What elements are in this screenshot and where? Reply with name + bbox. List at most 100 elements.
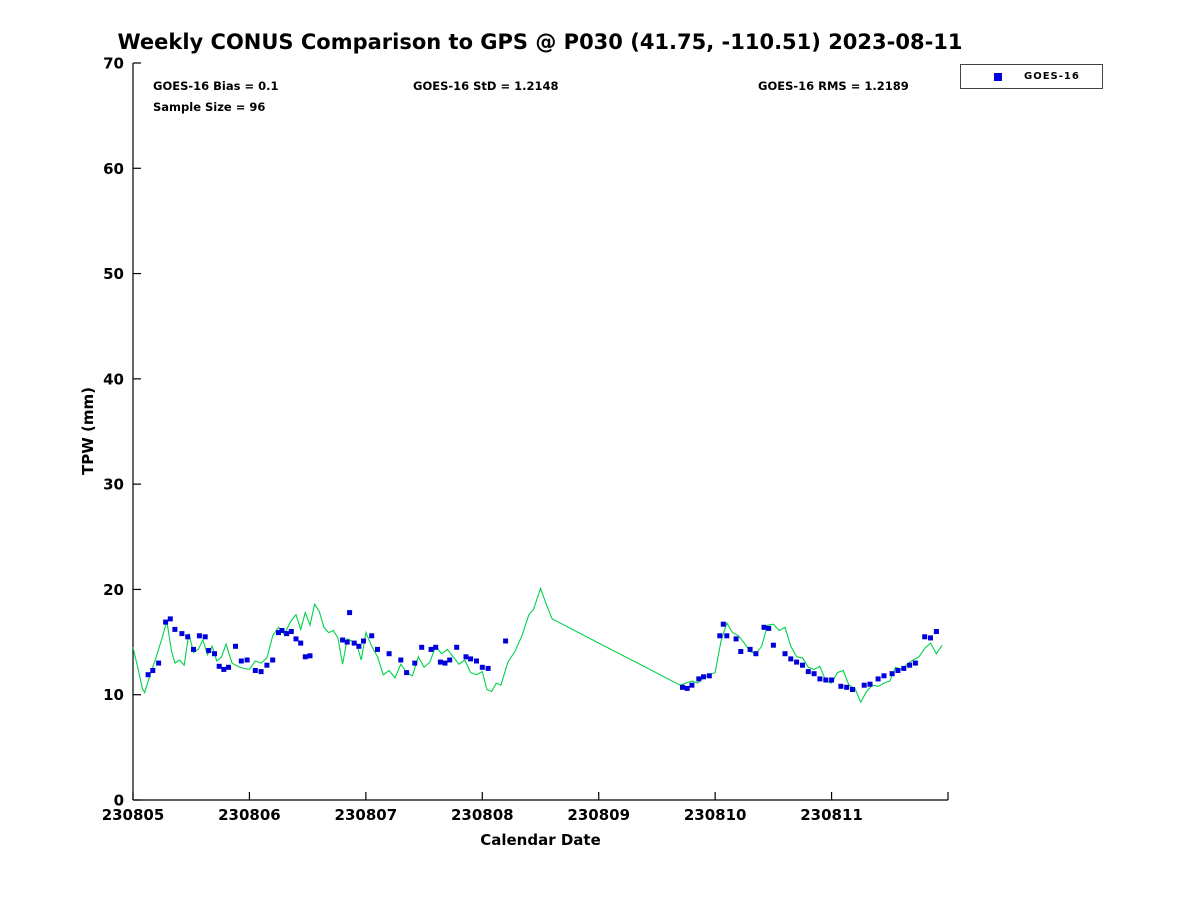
series-marker-goes-16: [356, 643, 362, 649]
series-marker-goes-16: [479, 664, 485, 670]
series-marker-goes-16: [404, 670, 410, 676]
series-marker-goes-16: [850, 687, 855, 692]
series-marker-goes-16: [788, 656, 794, 662]
series-marker-goes-16: [838, 683, 844, 689]
series-marker-goes-16: [185, 634, 191, 640]
y-tick-label: 30: [103, 476, 124, 494]
legend-entry-label: GOES-16: [1024, 71, 1080, 82]
series-marker-goes-16: [212, 651, 217, 657]
stat-bias: GOES-16 Bias = 0.1: [153, 79, 279, 93]
series-marker-goes-16: [226, 664, 231, 670]
series-marker-goes-16: [202, 634, 208, 640]
y-tick-label: 50: [103, 265, 124, 283]
series-marker-goes-16: [811, 671, 817, 677]
series-marker-goes-16: [293, 636, 299, 642]
x-tick-label: 230805: [102, 806, 165, 824]
series-marker-goes-16: [817, 676, 823, 682]
y-tick-label: 0: [114, 792, 124, 810]
y-tick-label: 60: [103, 160, 124, 178]
series-marker-goes-16: [351, 640, 357, 646]
series-marker-goes-16: [163, 619, 169, 625]
series-marker-goes-16: [782, 651, 788, 657]
series-marker-goes-16: [861, 682, 867, 688]
series-marker-goes-16: [344, 639, 350, 645]
series-marker-goes-16: [284, 631, 290, 637]
series-marker-goes-16: [895, 668, 901, 673]
series-marker-goes-16: [474, 658, 479, 664]
series-marker-goes-16: [191, 646, 196, 652]
series-marker-goes-16: [288, 629, 294, 634]
series-marker-goes-16: [347, 610, 353, 616]
series-marker-goes-16: [468, 656, 474, 662]
x-tick-label: 230810: [684, 806, 747, 824]
series-marker-goes-16: [369, 633, 375, 639]
series-marker-goes-16: [279, 628, 285, 633]
series-marker-goes-16: [361, 638, 366, 644]
series-marker-goes-16: [252, 668, 258, 673]
series-marker-goes-16: [823, 677, 829, 683]
series-marker-goes-16: [454, 644, 460, 650]
series-marker-goes-16: [747, 646, 753, 652]
y-tick-label: 20: [103, 581, 124, 599]
series-marker-goes-16: [717, 633, 723, 639]
series-marker-goes-16: [800, 662, 805, 668]
y-tick-label: 70: [103, 55, 124, 73]
series-marker-goes-16: [867, 681, 873, 687]
series-marker-goes-16: [398, 657, 404, 663]
series-marker-goes-16: [270, 657, 276, 663]
series-marker-goes-16: [172, 626, 178, 632]
series-marker-goes-16: [196, 633, 202, 639]
series-marker-goes-16: [805, 669, 811, 675]
series-marker-goes-16: [907, 662, 913, 668]
series-marker-goes-16: [307, 653, 313, 659]
series-marker-goes-16: [770, 642, 776, 648]
series-marker-goes-16: [889, 671, 895, 677]
series-marker-goes-16: [221, 666, 227, 672]
series-marker-goes-16: [701, 674, 706, 680]
series-marker-goes-16: [419, 644, 425, 650]
series-marker-goes-16: [928, 635, 933, 641]
series-marker-goes-16: [829, 677, 835, 683]
series-marker-goes-16: [794, 659, 800, 665]
series-marker-goes-16: [386, 651, 392, 657]
x-tick-label: 230807: [335, 806, 398, 824]
series-marker-goes-16: [206, 648, 212, 653]
series-marker-goes-16: [922, 634, 928, 640]
series-marker-goes-16: [844, 684, 850, 690]
series-marker-goes-16: [680, 684, 685, 690]
x-tick-label: 230811: [800, 806, 863, 824]
series-marker-goes-16: [264, 662, 270, 668]
x-tick-label: 230808: [451, 806, 514, 824]
series-marker-goes-16: [145, 672, 151, 678]
series-marker-goes-16: [753, 651, 759, 657]
y-axis-label: TPW (mm): [79, 387, 97, 475]
series-marker-goes-16: [881, 673, 887, 679]
series-marker-goes-16: [463, 654, 469, 660]
series-marker-goes-16: [238, 658, 244, 664]
chart-title: Weekly CONUS Comparison to GPS @ P030 (4…: [117, 30, 963, 54]
series-marker-goes-16: [412, 660, 418, 666]
series-marker-goes-16: [244, 657, 250, 663]
y-tick-label: 40: [103, 370, 124, 388]
series-marker-goes-16: [298, 640, 304, 646]
series-marker-goes-16: [720, 621, 726, 627]
series-marker-goes-16: [912, 660, 918, 666]
series-marker-goes-16: [733, 636, 739, 642]
x-axis-label: Calendar Date: [480, 831, 601, 849]
series-marker-goes-16: [340, 637, 346, 643]
series-marker-goes-16: [276, 630, 281, 636]
series-marker-goes-16: [302, 654, 308, 660]
stat-sample-size: Sample Size = 96: [153, 100, 266, 114]
x-tick-label: 230809: [567, 806, 630, 824]
series-marker-goes-16: [375, 646, 380, 652]
series-marker-goes-16: [150, 668, 156, 673]
legend-square-marker-icon: [994, 72, 1002, 81]
series-marker-goes-16: [761, 624, 767, 630]
series-marker-goes-16: [167, 616, 173, 622]
series-marker-goes-16: [738, 649, 744, 654]
legend-box: GOES-16: [960, 64, 1103, 89]
series-marker-goes-16: [875, 676, 881, 682]
series-line-gps: [132, 586, 943, 704]
series-marker-goes-16: [156, 660, 162, 666]
